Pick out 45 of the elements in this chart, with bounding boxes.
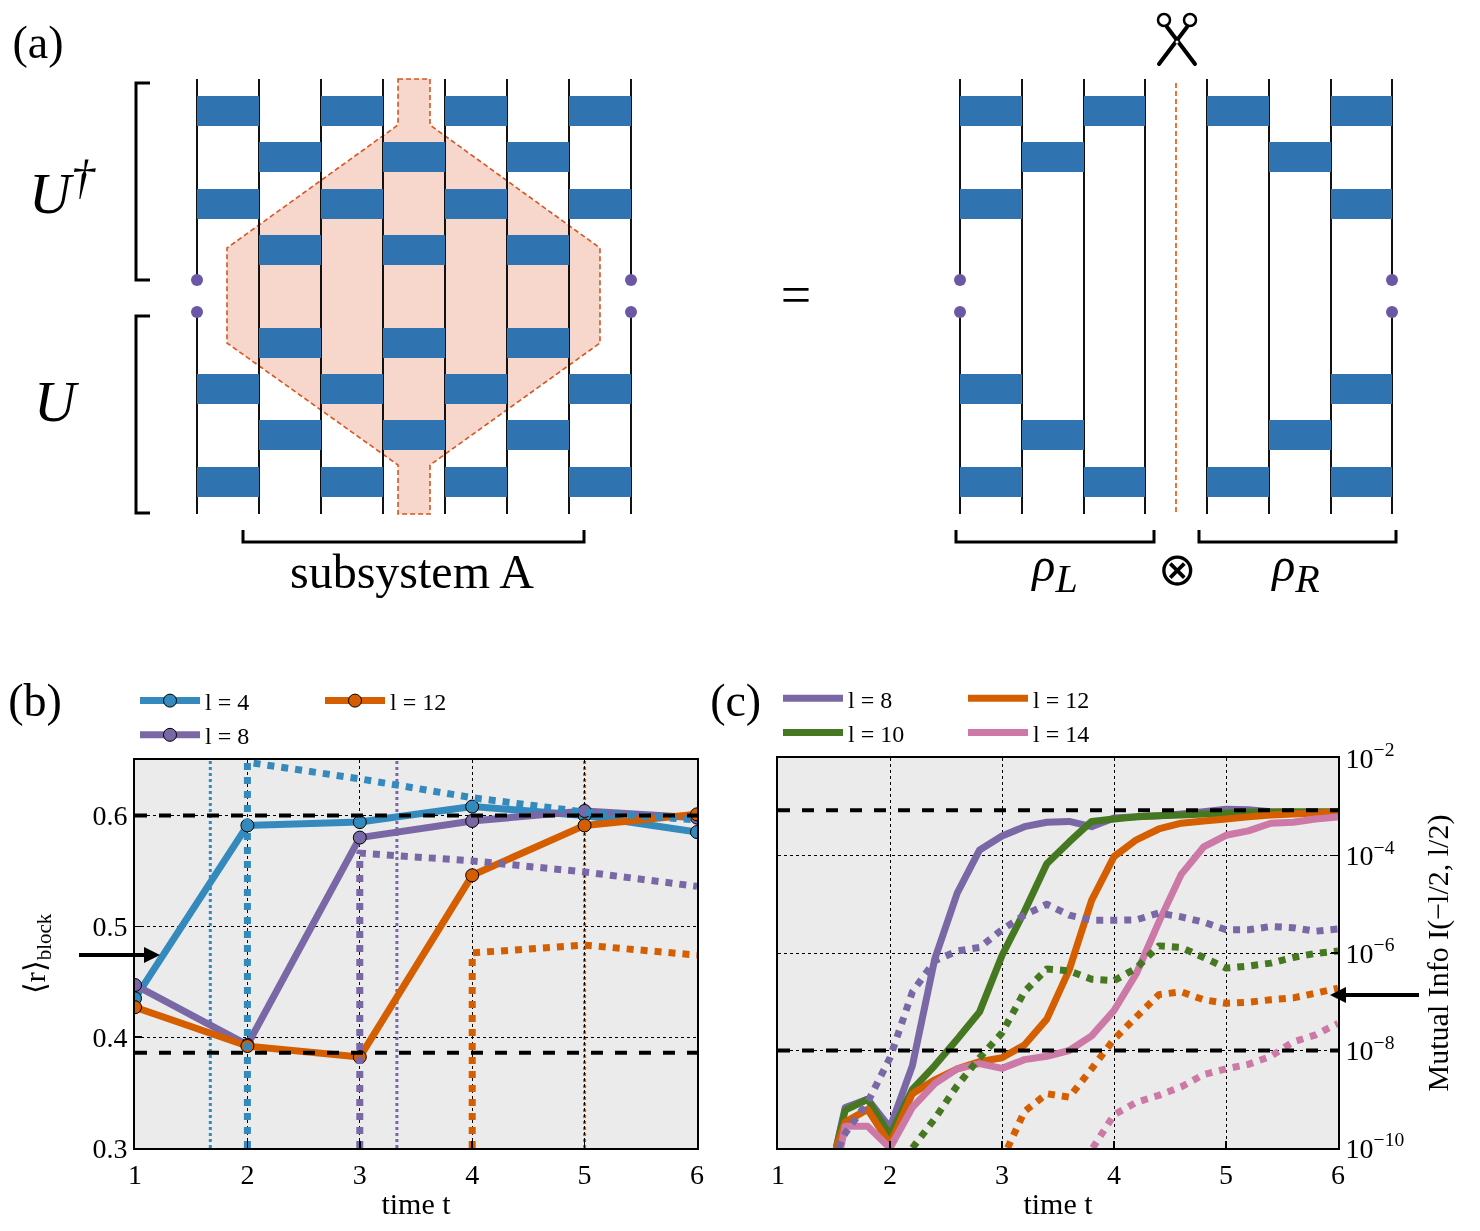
text: ρ$_{L}$ (1032, 538, 1078, 601)
point (577, 818, 592, 833)
x-tick-label: 6 (690, 1158, 704, 1190)
y2-tick-label: 10$^{−2}$ (1345, 739, 1395, 774)
y2-tick-label: 10$^{−4}$ (1345, 836, 1395, 872)
text: subsystem A (289, 545, 535, 598)
text: (a) (12, 17, 64, 68)
point (465, 868, 480, 883)
y2-tick-label: 10$^{−8}$ (1345, 1031, 1395, 1067)
x-axis-title: time t (1023, 1186, 1094, 1220)
y2-tick-label: 10$^{−6}$ (1345, 934, 1395, 969)
x-tick-label: 6 (1331, 1158, 1345, 1190)
point (352, 830, 367, 845)
y2-tick-label: 10$^{−10}$ (1345, 1129, 1405, 1164)
legend-label: l = 4 (205, 688, 250, 715)
x-tick-label: 3 (352, 1158, 367, 1190)
text: ⊗ (1157, 544, 1197, 595)
text: = (780, 265, 812, 325)
point (352, 815, 367, 830)
y-tick-label: 0.5 (92, 911, 128, 943)
legend-label: l = 8 (848, 686, 893, 713)
legend-label: l = 14 (1033, 720, 1090, 747)
legend-label: l = 8 (205, 723, 250, 750)
y-tick-label: 0.4 (92, 1021, 128, 1053)
chart-title: (c) (710, 675, 762, 727)
x-tick-label: 3 (995, 1158, 1009, 1190)
legend-label: l = 10 (848, 720, 905, 747)
chart-title: (b) (8, 675, 62, 727)
y-tick-label: 0.3 (92, 1132, 128, 1164)
legend-label: l = 12 (1033, 686, 1090, 713)
y-tick-label: 0.6 (92, 800, 128, 832)
y2-axis-title: Mutual Info I(−l/2, l/2) (1421, 814, 1456, 1092)
x-tick-label: 4 (465, 1158, 480, 1190)
x-tick-label: 1 (128, 1158, 142, 1190)
text: U$^{†}$ (28, 149, 96, 227)
x-axis-title: time t (381, 1186, 452, 1220)
x-tick-label: 2 (240, 1158, 255, 1190)
text: ρ$_{R}$ (1272, 538, 1320, 601)
x-tick-label: 5 (1219, 1158, 1233, 1190)
x-tick-label: 1 (771, 1158, 785, 1190)
x-tick-label: 2 (883, 1158, 897, 1190)
x-tick-label: 4 (1107, 1158, 1121, 1190)
point (465, 799, 480, 814)
legend-label: l = 12 (390, 688, 447, 715)
x-tick-label: 5 (577, 1158, 592, 1190)
